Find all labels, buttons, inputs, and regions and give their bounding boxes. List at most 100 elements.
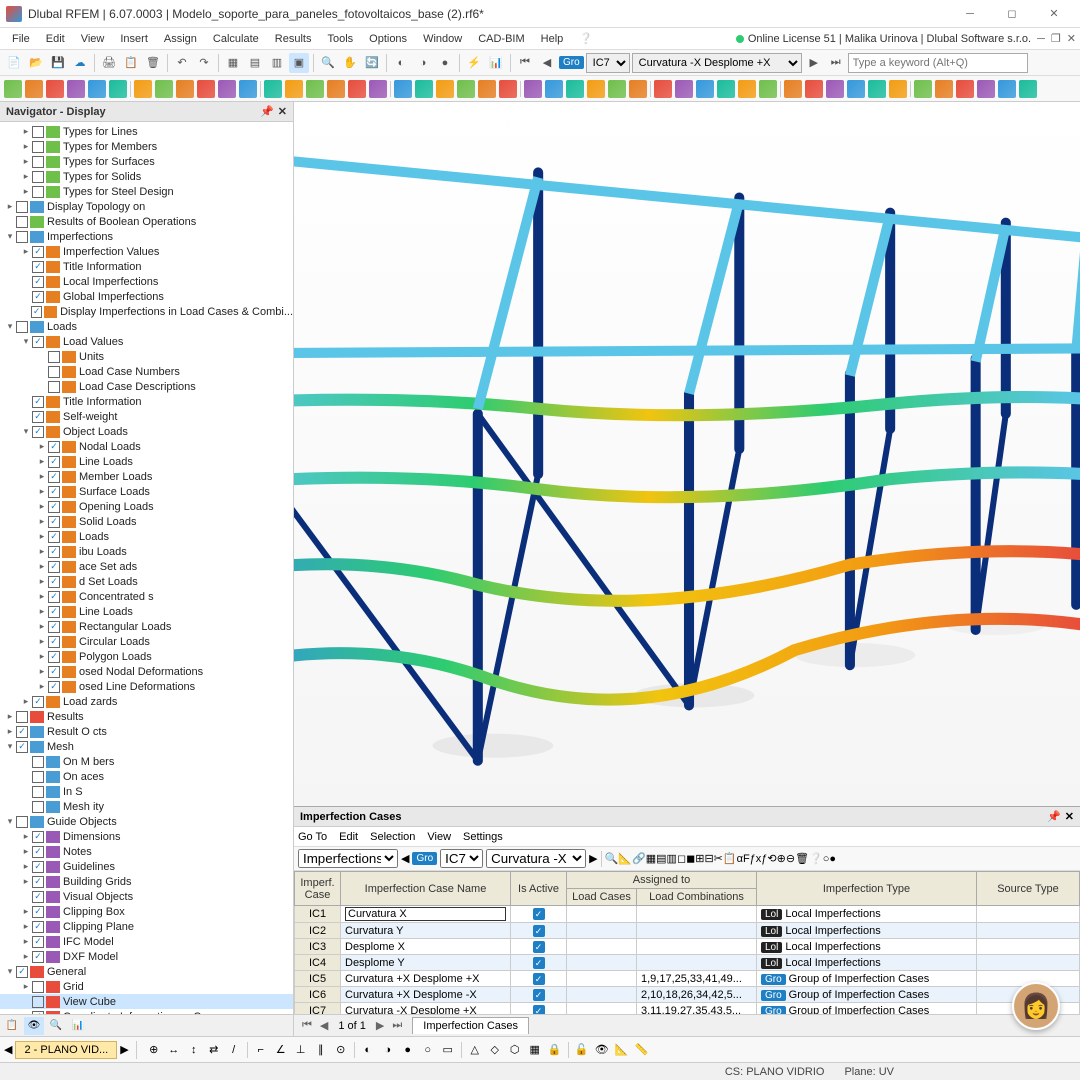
panel-type-select[interactable]: Imperfections bbox=[298, 849, 398, 868]
checkbox[interactable]: ✓ bbox=[31, 306, 42, 318]
nav-tab-results-icon[interactable]: 📊 bbox=[68, 1017, 88, 1035]
checkbox[interactable]: ✓ bbox=[32, 831, 44, 843]
expand-icon[interactable]: ▸ bbox=[20, 156, 32, 167]
expand-icon[interactable]: ▸ bbox=[20, 171, 32, 182]
expand-icon[interactable]: ▸ bbox=[20, 141, 32, 152]
pager-prev-icon[interactable]: ◀ bbox=[316, 1019, 332, 1032]
view2-icon[interactable]: ▤ bbox=[245, 53, 265, 73]
render3-icon[interactable]: ● bbox=[435, 53, 455, 73]
expand-icon[interactable]: ▸ bbox=[36, 561, 48, 572]
open-icon[interactable]: 📂 bbox=[26, 53, 46, 73]
obj-tool-23-icon[interactable] bbox=[499, 80, 517, 98]
obj-tool-11-icon[interactable] bbox=[239, 80, 257, 98]
panel-tool-1-icon[interactable]: 📐 bbox=[618, 853, 632, 865]
obj-tool-15-icon[interactable] bbox=[327, 80, 345, 98]
tree-item-12[interactable]: ✓ Display Imperfections in Load Cases & … bbox=[0, 304, 293, 319]
bottom-tool-6-icon[interactable]: ∠ bbox=[271, 1039, 291, 1059]
checkbox[interactable] bbox=[32, 996, 44, 1008]
redo-icon[interactable]: ↷ bbox=[194, 53, 214, 73]
tree-item-6[interactable]: Results of Boolean Operations bbox=[0, 214, 293, 229]
tree-item-22[interactable]: ▸ ✓ Line Loads bbox=[0, 454, 293, 469]
active-checkbox[interactable]: ✓ bbox=[533, 908, 545, 920]
tree-item-44[interactable]: In S bbox=[0, 784, 293, 799]
render2-icon[interactable]: ◑ bbox=[413, 53, 433, 73]
bottom-tool-18-icon[interactable]: ▦ bbox=[525, 1039, 545, 1059]
checkbox[interactable]: ✓ bbox=[48, 621, 60, 633]
obj-tool-21-icon[interactable] bbox=[457, 80, 475, 98]
panel-tool-10-icon[interactable]: ✂ bbox=[714, 853, 723, 865]
tree-item-34[interactable]: ▸ ✓ Circular Loads bbox=[0, 634, 293, 649]
expand-icon[interactable]: ▾ bbox=[4, 231, 16, 242]
tree-item-26[interactable]: ▸ ✓ Solid Loads bbox=[0, 514, 293, 529]
checkbox[interactable]: ✓ bbox=[32, 696, 44, 708]
expand-icon[interactable]: ▾ bbox=[20, 336, 32, 347]
obj-tool-34-icon[interactable] bbox=[738, 80, 756, 98]
view4-icon[interactable]: ▣ bbox=[289, 53, 309, 73]
bottom-tool-7-icon[interactable]: ⊥ bbox=[291, 1039, 311, 1059]
checkbox[interactable]: ✓ bbox=[48, 606, 60, 618]
tree-item-9[interactable]: ✓ Title Information bbox=[0, 259, 293, 274]
obj-tool-31-icon[interactable] bbox=[675, 80, 693, 98]
obj-tool-25-icon[interactable] bbox=[545, 80, 563, 98]
active-checkbox[interactable]: ✓ bbox=[533, 925, 545, 937]
tree-item-46[interactable]: ▾ Guide Objects bbox=[0, 814, 293, 829]
panel-menu-edit[interactable]: Edit bbox=[339, 831, 358, 843]
obj-tool-0-icon[interactable] bbox=[4, 80, 22, 98]
bottom-tool-3-icon[interactable]: ⇄ bbox=[204, 1039, 224, 1059]
expand-icon[interactable]: ▸ bbox=[36, 621, 48, 632]
3d-viewport[interactable] bbox=[294, 102, 1080, 806]
active-checkbox[interactable]: ✓ bbox=[533, 957, 545, 969]
bottom-tool-11-icon[interactable]: ◑ bbox=[378, 1040, 398, 1060]
obj-tool-28-icon[interactable] bbox=[608, 80, 626, 98]
tree-item-33[interactable]: ▸ ✓ Rectangular Loads bbox=[0, 619, 293, 634]
nav-last-icon[interactable]: ⏭ bbox=[826, 53, 846, 73]
pager-last-icon[interactable]: ⏭ bbox=[388, 1019, 406, 1032]
checkbox[interactable]: ✓ bbox=[32, 906, 44, 918]
results-icon[interactable]: 📊 bbox=[486, 53, 506, 73]
tree-item-19[interactable]: ✓ Self-weight bbox=[0, 409, 293, 424]
bottom-tool-5-icon[interactable]: ⌐ bbox=[251, 1040, 271, 1060]
tree-item-37[interactable]: ▸ ✓ osed Line Deformations bbox=[0, 679, 293, 694]
tree-item-16[interactable]: Load Case Numbers bbox=[0, 364, 293, 379]
checkbox[interactable]: ✓ bbox=[48, 561, 60, 573]
obj-tool-36-icon[interactable] bbox=[784, 80, 802, 98]
render1-icon[interactable]: ◐ bbox=[391, 53, 411, 73]
checkbox[interactable] bbox=[32, 156, 44, 168]
checkbox[interactable]: ✓ bbox=[48, 636, 60, 648]
doc-restore-button[interactable]: ❐ bbox=[1051, 32, 1061, 45]
expand-icon[interactable]: ▸ bbox=[20, 831, 32, 842]
tree-item-15[interactable]: Units bbox=[0, 349, 293, 364]
tree-item-56[interactable]: ▾ ✓ General bbox=[0, 964, 293, 979]
expand-icon[interactable]: ▸ bbox=[36, 666, 48, 677]
tree-item-7[interactable]: ▾ Imperfections bbox=[0, 229, 293, 244]
panel-tool-2-icon[interactable]: 🔗 bbox=[632, 853, 646, 865]
obj-tool-43-icon[interactable] bbox=[935, 80, 953, 98]
panel-icname-select[interactable]: Curvatura -X ... bbox=[486, 849, 586, 868]
pager-next-icon[interactable]: ▶ bbox=[372, 1019, 388, 1032]
obj-tool-46-icon[interactable] bbox=[998, 80, 1016, 98]
expand-icon[interactable]: ▸ bbox=[20, 981, 32, 992]
panel-nav-prev-icon[interactable]: ◀ bbox=[401, 852, 409, 865]
tree-item-21[interactable]: ▸ ✓ Nodal Loads bbox=[0, 439, 293, 454]
bottom-tool-20-icon[interactable]: 🔓 bbox=[572, 1039, 592, 1059]
obj-tool-47-icon[interactable] bbox=[1019, 80, 1037, 98]
bottom-tool-2-icon[interactable]: ↕ bbox=[184, 1040, 204, 1060]
doc-close-button[interactable]: ✕ bbox=[1067, 32, 1076, 45]
checkbox[interactable] bbox=[16, 816, 28, 828]
bottom-tool-1-icon[interactable]: ↔ bbox=[164, 1040, 184, 1060]
expand-icon[interactable]: ▸ bbox=[20, 921, 32, 932]
tree-item-32[interactable]: ▸ ✓ Line Loads bbox=[0, 604, 293, 619]
keyword-search[interactable] bbox=[848, 53, 1028, 73]
obj-tool-38-icon[interactable] bbox=[826, 80, 844, 98]
expand-icon[interactable]: ▸ bbox=[36, 516, 48, 527]
tree-item-17[interactable]: Load Case Descriptions bbox=[0, 379, 293, 394]
checkbox[interactable]: ✓ bbox=[48, 486, 60, 498]
bottom-tool-17-icon[interactable]: ⬡ bbox=[505, 1039, 525, 1059]
obj-tool-5-icon[interactable] bbox=[109, 80, 127, 98]
expand-icon[interactable]: ▸ bbox=[20, 861, 32, 872]
checkbox[interactable] bbox=[32, 186, 44, 198]
bottom-tool-9-icon[interactable]: ⊙ bbox=[331, 1039, 351, 1059]
expand-icon[interactable]: ▸ bbox=[20, 126, 32, 137]
expand-icon[interactable]: ▸ bbox=[20, 906, 32, 917]
panel-tool-4-icon[interactable]: ▤ bbox=[656, 853, 666, 865]
